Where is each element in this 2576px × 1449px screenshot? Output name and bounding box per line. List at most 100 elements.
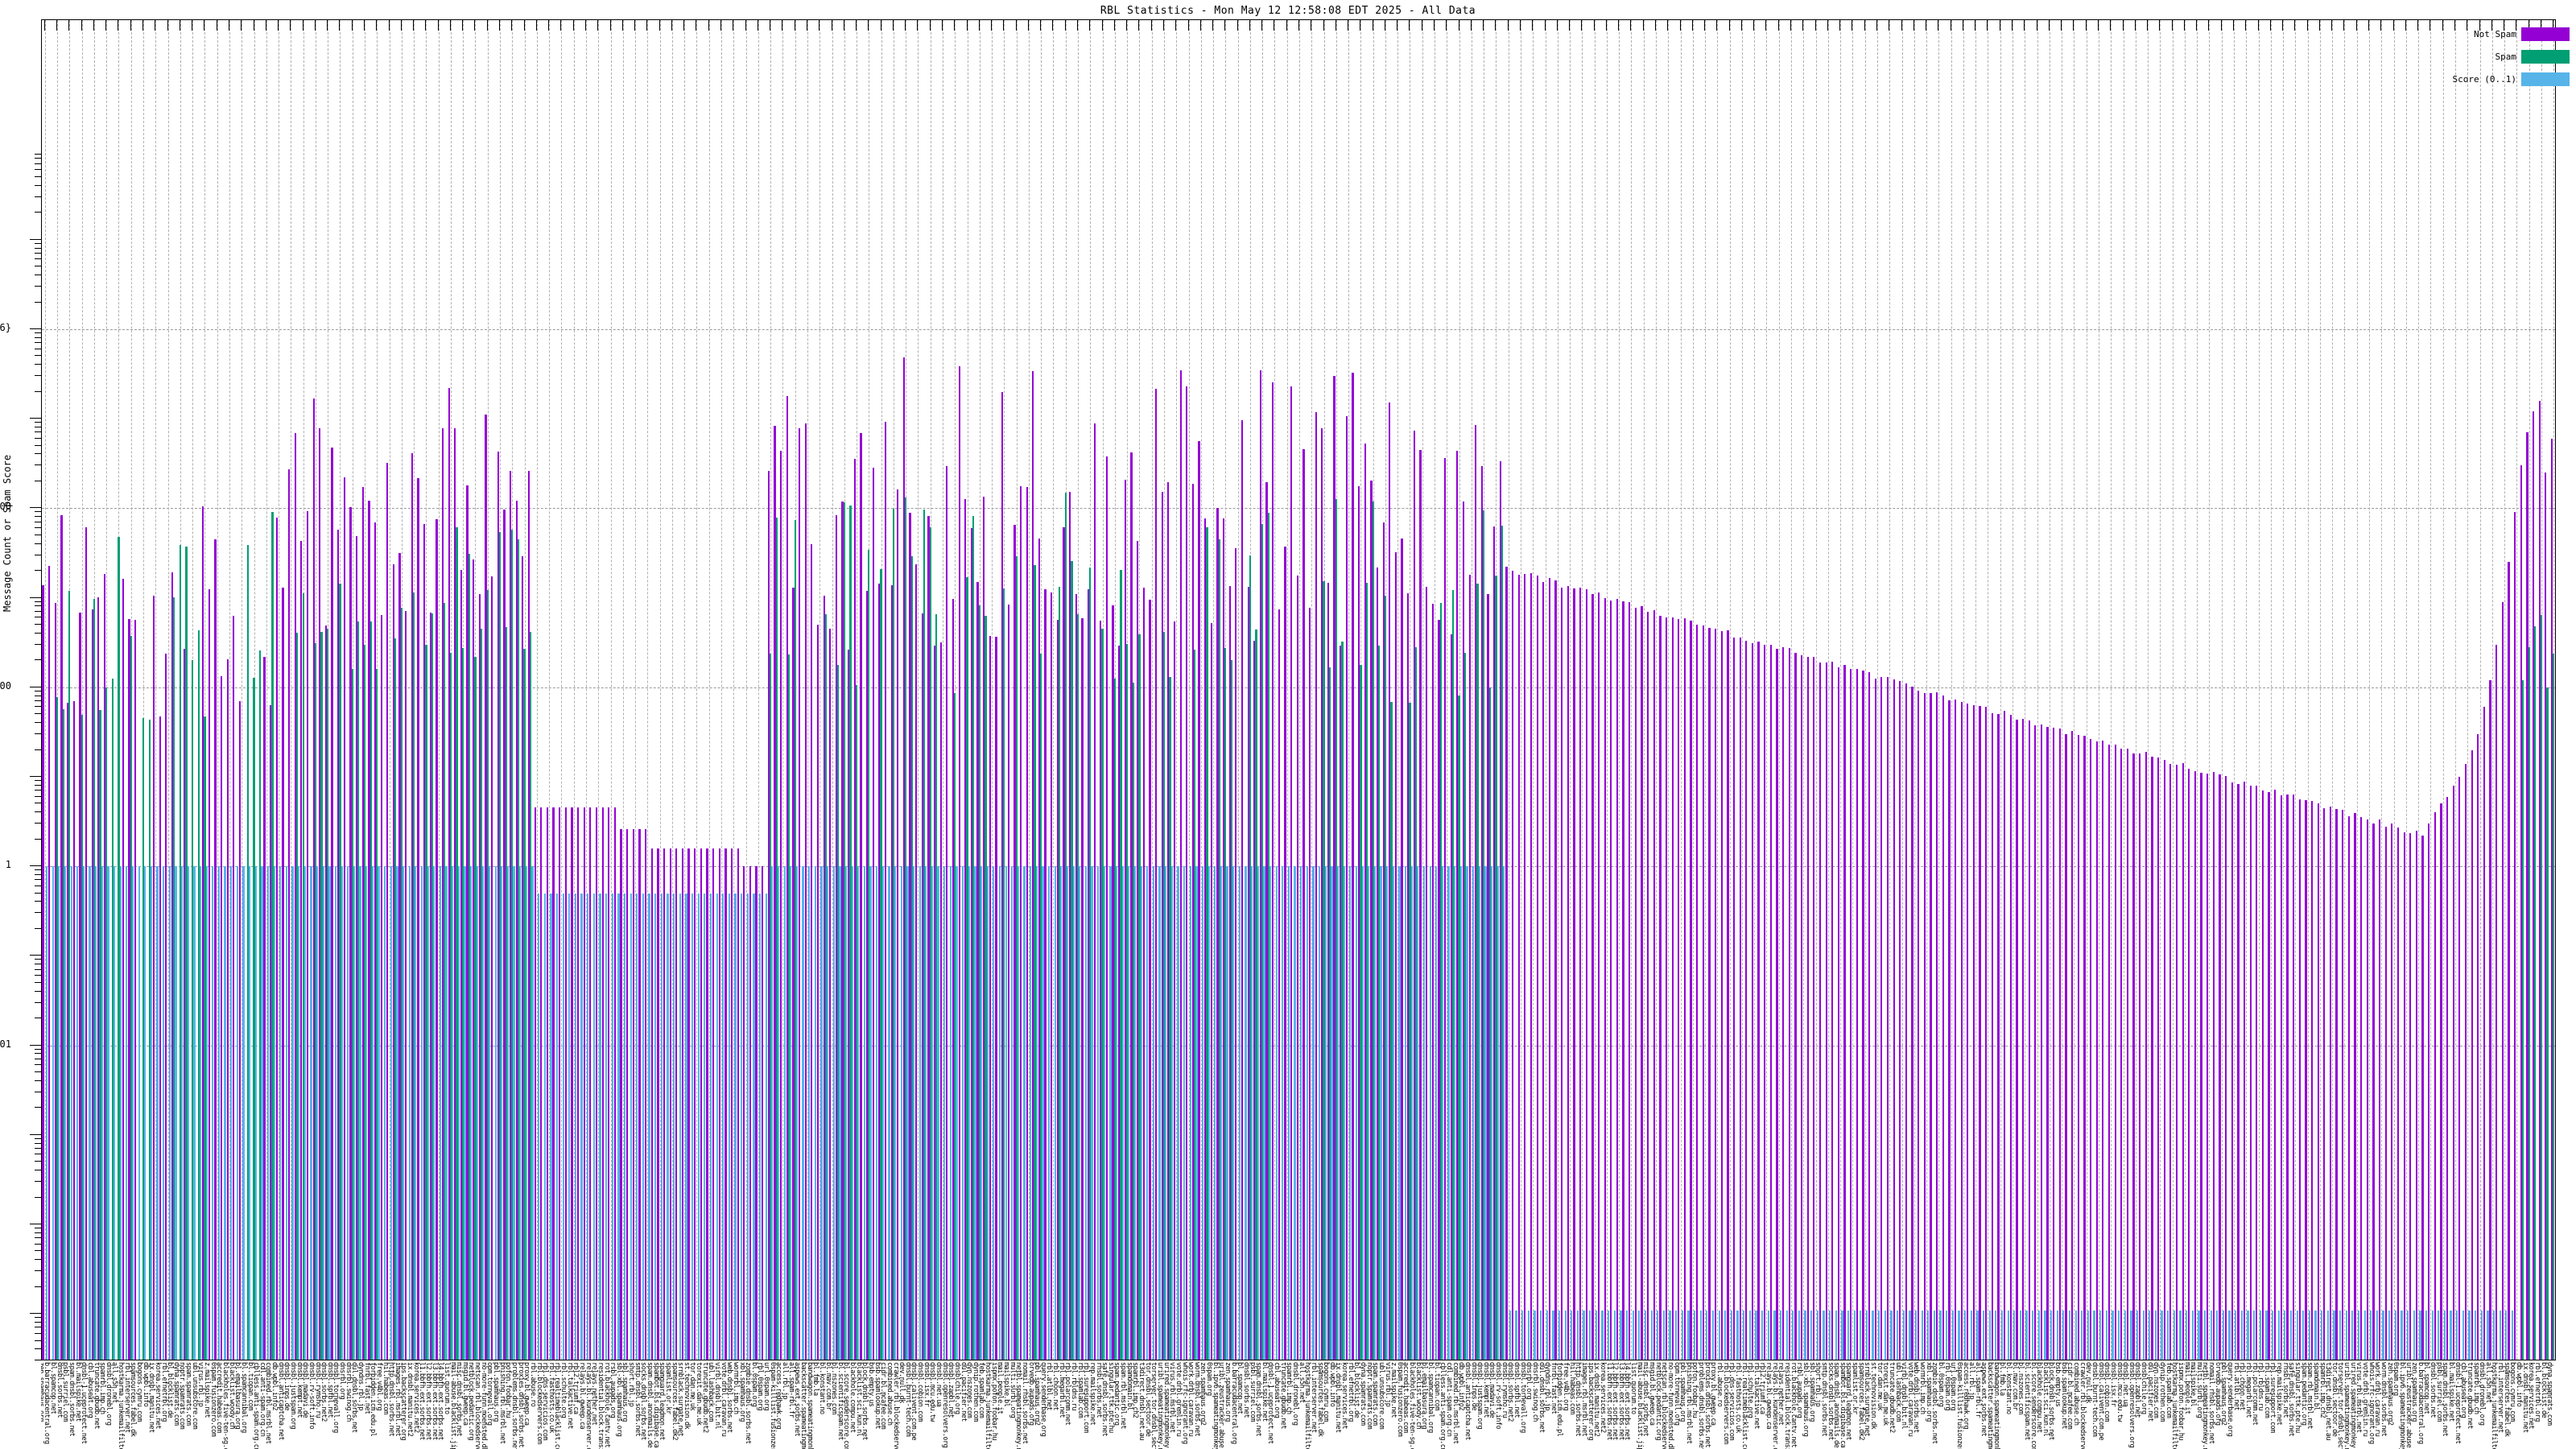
bar-score xyxy=(1835,1310,1837,1360)
bar-score xyxy=(2492,1310,2496,1360)
bar-spam xyxy=(192,660,194,1360)
bar-spam xyxy=(498,531,502,1360)
bar-not-spam xyxy=(1769,644,1772,1360)
bar-score xyxy=(193,866,196,1360)
bar-score xyxy=(1681,1310,1683,1360)
bar-not-spam xyxy=(1831,662,1834,1360)
bar-not-spam xyxy=(1597,592,1600,1360)
bar-score xyxy=(1429,866,1431,1360)
bar-not-spam xyxy=(1376,568,1379,1360)
gridline-v xyxy=(733,20,735,1360)
bar-not-spam xyxy=(2126,749,2129,1360)
bar-not-spam xyxy=(952,598,955,1360)
bar-score xyxy=(2351,1310,2354,1360)
gridline-v xyxy=(1827,20,1829,1360)
bar-not-spam xyxy=(2249,786,2252,1360)
bar-spam xyxy=(787,654,791,1360)
bar-not-spam xyxy=(663,848,666,1360)
bar-score xyxy=(667,893,669,1360)
bar-score xyxy=(673,893,675,1360)
bar-spam xyxy=(523,648,526,1360)
bar-not-spam xyxy=(2194,770,2197,1360)
x-tick-mark xyxy=(2110,19,2112,31)
bar-spam xyxy=(1267,513,1269,1360)
bar-score xyxy=(390,866,392,1360)
x-tick-mark xyxy=(1015,19,1017,31)
bar-score xyxy=(2173,1310,2175,1360)
bar-score xyxy=(2438,1310,2440,1360)
bar-score xyxy=(1294,866,1296,1360)
bar-not-spam xyxy=(1794,652,1797,1360)
bar-score xyxy=(1306,866,1308,1360)
bar-not-spam xyxy=(823,596,825,1360)
x-tick-mark xyxy=(1027,19,1029,31)
bar-score xyxy=(1496,866,1499,1360)
gridline-v xyxy=(1951,20,1952,1360)
x-tick-mark xyxy=(314,19,316,31)
bar-not-spam xyxy=(2071,731,2074,1360)
bar-not-spam xyxy=(890,585,893,1360)
y-tick-mark xyxy=(35,605,41,607)
y-tick-mark xyxy=(35,242,41,244)
bar-score xyxy=(2382,1310,2384,1360)
bar-not-spam xyxy=(2261,790,2264,1360)
bar-score xyxy=(1995,1310,1997,1360)
bar-not-spam xyxy=(2058,729,2061,1360)
gridline-v xyxy=(81,20,83,1360)
x-tick-mark xyxy=(2442,19,2443,31)
y-tick-mark xyxy=(35,632,41,634)
bar-score xyxy=(795,866,799,1360)
bar-score xyxy=(168,866,171,1360)
legend-swatch-spam xyxy=(2521,49,2570,64)
bar-score xyxy=(863,866,866,1360)
y-tick-mark xyxy=(35,1237,41,1239)
bar-score xyxy=(1091,866,1093,1360)
bar-score xyxy=(2044,1310,2046,1360)
legend-row: Spam xyxy=(2384,45,2570,68)
bar-not-spam xyxy=(976,582,979,1360)
gridline-v xyxy=(536,20,538,1360)
y-tick-mark xyxy=(35,790,41,791)
bar-score xyxy=(1798,1310,1801,1360)
bar-score xyxy=(70,866,72,1360)
bar-score xyxy=(452,866,454,1360)
bar-score xyxy=(709,893,712,1360)
bar-score xyxy=(1841,1310,1843,1360)
x-tick-mark xyxy=(2122,19,2124,31)
x-tick-mark xyxy=(2294,19,2296,31)
bar-spam xyxy=(1329,667,1331,1360)
bar-not-spam xyxy=(171,572,174,1360)
bar-spam xyxy=(517,539,520,1360)
bar-score xyxy=(212,866,214,1360)
bar-score xyxy=(1939,1310,1942,1360)
bar-not-spam xyxy=(1308,607,1311,1360)
bar-score xyxy=(1324,866,1327,1360)
y-tick-mark xyxy=(35,511,41,513)
bar-not-spam xyxy=(681,848,684,1360)
bar-not-spam xyxy=(2335,809,2338,1360)
bar-score xyxy=(1017,866,1019,1360)
bar-score xyxy=(2074,1310,2077,1360)
bar-not-spam xyxy=(1911,686,1913,1360)
gridline-v xyxy=(745,20,747,1360)
x-tick-mark xyxy=(523,19,525,31)
bar-score xyxy=(1047,866,1051,1360)
x-tick-mark xyxy=(1901,19,1902,31)
bar-not-spam xyxy=(1032,371,1034,1360)
bar-not-spam xyxy=(2132,753,2135,1360)
x-tick-mark xyxy=(1286,19,1287,31)
bar-not-spam xyxy=(1137,541,1139,1360)
y-tick-mark xyxy=(35,1259,41,1261)
bar-not-spam xyxy=(1715,629,1717,1360)
bar-score xyxy=(525,866,527,1360)
x-tick-mark xyxy=(621,19,623,31)
bar-not-spam xyxy=(1401,538,1403,1360)
bar-score xyxy=(163,866,165,1360)
bar-score xyxy=(2025,1310,2028,1360)
bar-not-spam xyxy=(1727,630,1729,1360)
bar-score xyxy=(322,866,324,1360)
bar-spam xyxy=(462,647,464,1360)
bar-score xyxy=(2068,1310,2071,1360)
bar-not-spam xyxy=(1284,546,1286,1360)
y-tick-mark xyxy=(35,927,41,929)
